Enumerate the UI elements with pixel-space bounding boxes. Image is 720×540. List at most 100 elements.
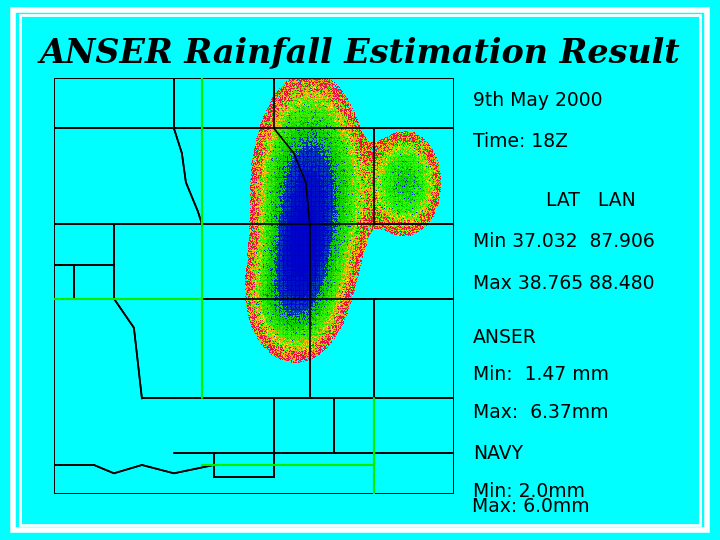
Point	[314, 93, 325, 102]
Point	[295, 181, 307, 190]
Point	[329, 309, 341, 318]
Point	[322, 219, 333, 227]
Point	[315, 152, 327, 161]
Point	[264, 190, 276, 198]
Point	[274, 120, 285, 129]
Point	[330, 207, 342, 215]
Point	[397, 193, 408, 201]
Point	[322, 275, 333, 284]
Point	[283, 224, 294, 232]
Point	[253, 160, 264, 169]
Point	[286, 339, 297, 347]
Point	[334, 314, 346, 322]
Point	[348, 173, 359, 181]
Point	[326, 250, 338, 259]
Point	[320, 249, 331, 258]
Point	[258, 308, 269, 316]
Point	[428, 182, 439, 191]
Point	[302, 251, 314, 260]
Point	[274, 136, 286, 144]
Point	[261, 253, 273, 261]
Point	[331, 249, 343, 258]
Point	[376, 194, 387, 202]
Point	[310, 231, 321, 240]
Point	[275, 200, 287, 208]
Point	[269, 181, 281, 190]
Point	[287, 123, 299, 132]
Point	[251, 231, 262, 240]
Point	[424, 185, 436, 194]
Point	[312, 325, 324, 334]
Point	[421, 161, 433, 170]
Point	[316, 144, 328, 152]
Point	[260, 255, 271, 264]
Point	[304, 130, 315, 138]
Point	[281, 288, 292, 296]
Point	[420, 217, 432, 226]
Point	[325, 167, 336, 176]
Point	[320, 205, 331, 213]
Point	[342, 207, 354, 215]
Point	[334, 178, 346, 187]
Point	[285, 171, 297, 180]
Point	[244, 309, 256, 318]
Point	[289, 350, 300, 359]
Point	[294, 77, 306, 85]
Point	[250, 196, 261, 205]
Point	[279, 205, 291, 214]
Point	[407, 201, 418, 210]
Point	[273, 234, 284, 242]
Point	[257, 149, 269, 158]
Point	[316, 213, 328, 221]
Point	[305, 127, 316, 136]
Point	[252, 228, 264, 237]
Point	[328, 252, 340, 261]
Point	[300, 159, 312, 167]
Point	[327, 165, 338, 174]
Point	[304, 165, 315, 173]
Point	[282, 145, 293, 153]
Point	[317, 333, 328, 341]
Point	[322, 252, 333, 261]
Point	[288, 167, 300, 176]
Point	[301, 120, 312, 129]
Point	[405, 217, 417, 226]
Point	[281, 208, 292, 217]
Point	[273, 182, 284, 191]
Point	[397, 186, 408, 195]
Point	[258, 299, 270, 307]
Point	[298, 181, 310, 190]
Point	[327, 137, 338, 146]
Point	[247, 181, 258, 190]
Point	[275, 224, 287, 232]
Point	[272, 195, 284, 204]
Point	[432, 158, 444, 167]
Point	[292, 247, 304, 255]
Point	[284, 154, 295, 163]
Point	[392, 137, 403, 146]
Point	[244, 210, 256, 218]
Point	[323, 174, 334, 183]
Point	[431, 188, 443, 197]
Point	[289, 333, 300, 342]
Point	[333, 111, 345, 120]
Point	[331, 178, 343, 187]
Point	[279, 338, 290, 346]
Point	[329, 173, 341, 181]
Point	[359, 162, 371, 171]
Point	[261, 185, 273, 193]
Point	[289, 195, 300, 204]
Point	[288, 114, 300, 123]
Point	[305, 172, 317, 181]
Point	[310, 237, 321, 246]
Point	[315, 90, 327, 98]
Point	[286, 216, 297, 225]
Point	[260, 326, 271, 335]
Point	[309, 211, 320, 219]
Point	[301, 277, 312, 286]
Point	[317, 241, 328, 250]
Point	[289, 326, 301, 335]
Point	[264, 214, 275, 223]
Point	[315, 273, 326, 281]
Point	[353, 142, 364, 151]
